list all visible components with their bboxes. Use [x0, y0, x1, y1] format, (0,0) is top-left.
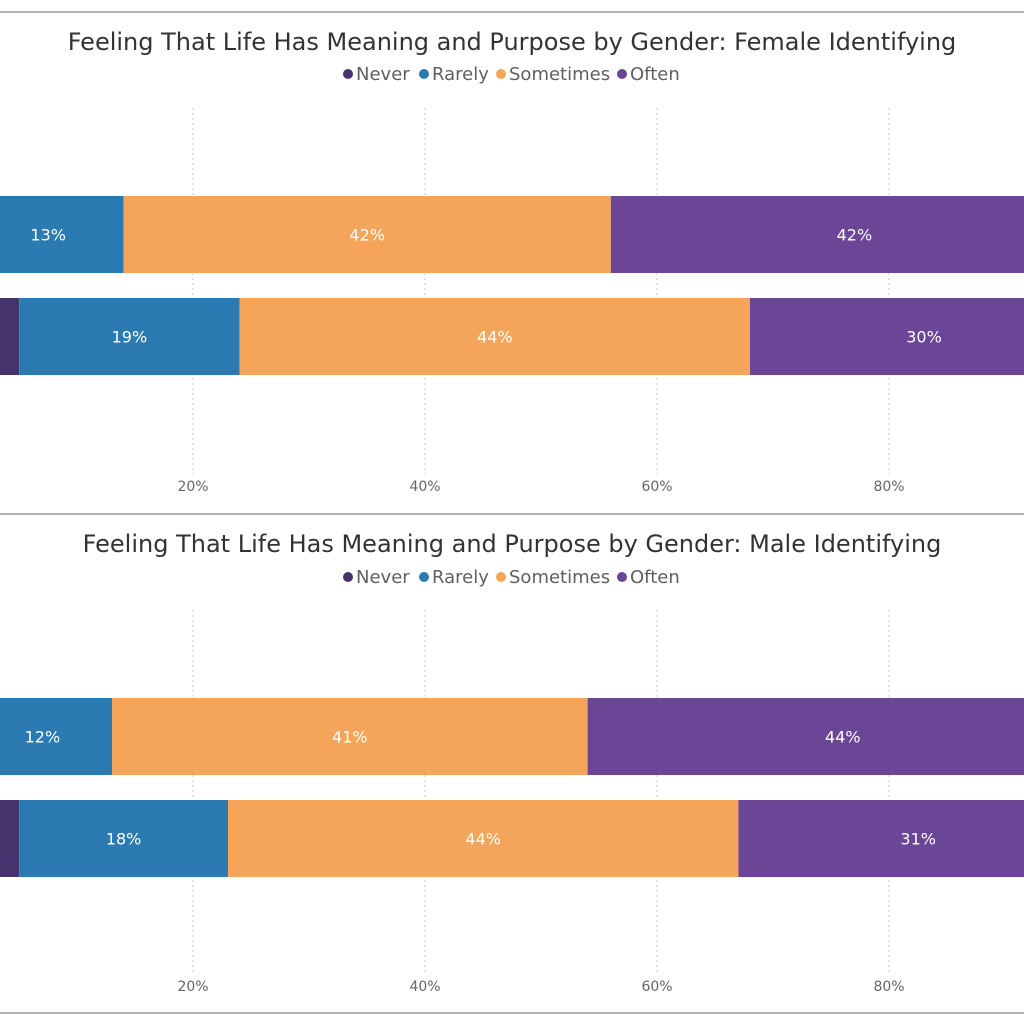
bar-segment-rarely: [19, 800, 229, 877]
legend-dot-sometimes: [496, 572, 506, 582]
x-tick-label: 80%: [873, 479, 904, 495]
legend-dot-never: [343, 572, 353, 582]
bar-row-2: 7%18%44%31%: [0, 800, 1024, 877]
bar-segment-never: [0, 298, 20, 375]
legend-dot-sometimes: [496, 69, 506, 79]
data-label-sometimes: 41%: [332, 728, 368, 747]
x-tick-label: 20%: [177, 979, 208, 995]
bar-segment-sometimes: [123, 196, 611, 273]
legend-label-sometimes: Sometimes: [509, 567, 610, 588]
bar-segment-rarely: [19, 298, 240, 375]
data-label-rarely: 12%: [25, 728, 61, 747]
chart-title: Feeling That Life Has Meaning and Purpos…: [83, 530, 942, 558]
bar-segment-sometimes: [239, 298, 750, 375]
data-label-sometimes: 44%: [477, 328, 513, 347]
legend-dot-rarely: [419, 572, 429, 582]
bar-segment-often: [610, 196, 1024, 273]
bar-row-1: 13% 42% 42%: [0, 196, 1024, 273]
chart-panel-2: Feeling That Life Has Meaning and Purpos…: [0, 513, 1024, 995]
bar-segment-rarely: [0, 196, 124, 273]
legend-dot-often: [617, 69, 627, 79]
chart-panel-1: Feeling That Life Has Meaning and Purpos…: [0, 11, 1024, 495]
data-label-rarely: 19%: [112, 328, 148, 347]
bar-segment-sometimes: [228, 800, 739, 877]
x-tick-label: 20%: [177, 479, 208, 495]
bar-segment-often: [750, 298, 1024, 375]
legend-label-often: Often: [630, 64, 680, 85]
data-label-sometimes: 42%: [349, 226, 385, 245]
legend-label-never: Never: [356, 64, 410, 85]
legend-dot-never: [343, 69, 353, 79]
bar-segment-sometimes: [112, 698, 588, 775]
x-tick-label: 60%: [641, 979, 672, 995]
legend-dot-often: [617, 572, 627, 582]
data-label-often: 44%: [825, 728, 861, 747]
legend-label-rarely: Rarely: [432, 64, 489, 85]
data-label-often: 31%: [900, 830, 936, 849]
x-tick-label: 60%: [641, 479, 672, 495]
bar-segment-never: [0, 800, 20, 877]
bar-segment-often: [587, 698, 1024, 775]
legend-label-sometimes: Sometimes: [509, 64, 610, 85]
bar-segment-rarely: [0, 698, 112, 775]
bar-row-2: 3%19%44%30%: [0, 298, 1024, 375]
data-label-often: 30%: [906, 328, 942, 347]
bar-segment-often: [738, 800, 1024, 877]
legend-label-often: Often: [630, 567, 680, 588]
chart-title: Feeling That Life Has Meaning and Purpos…: [68, 28, 957, 56]
data-label-rarely: 13%: [30, 226, 66, 245]
x-tick-label: 40%: [409, 479, 440, 495]
legend: Never Rarely Sometimes Often: [343, 567, 680, 588]
x-tick-label: 80%: [873, 979, 904, 995]
bar-row-1: 12% 41% 44%: [0, 698, 1024, 775]
legend-dot-rarely: [419, 69, 429, 79]
x-tick-label: 40%: [409, 979, 440, 995]
legend: Never Rarely Sometimes Often: [343, 64, 680, 85]
data-label-rarely: 18%: [106, 830, 142, 849]
legend-label-never: Never: [356, 567, 410, 588]
data-label-often: 42%: [837, 226, 873, 245]
data-label-sometimes: 44%: [465, 830, 501, 849]
legend-label-rarely: Rarely: [432, 567, 489, 588]
